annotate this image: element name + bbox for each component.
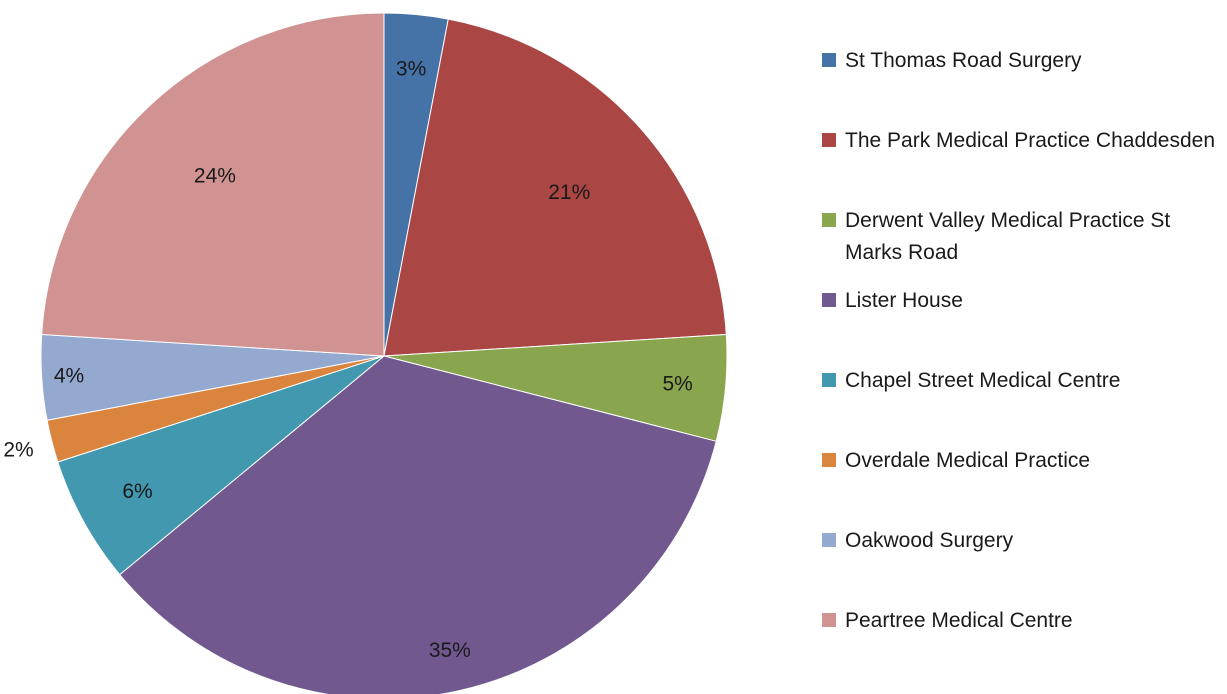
slice-value-label: 24% (194, 164, 236, 187)
legend-swatch (822, 373, 836, 387)
legend-swatch (822, 213, 836, 227)
legend-swatch (822, 53, 836, 67)
legend-swatch (822, 293, 836, 307)
legend-item: Chapel Street Medical Centre (822, 367, 1225, 397)
legend-swatch (822, 133, 836, 147)
pie-slice-5 (57, 355, 385, 576)
pie-plot: 3% 21% 5% 35% 6% 2% 4% 24% (3, 12, 728, 694)
slice-value-label: 21% (548, 181, 590, 204)
chart-legend: St Thomas Road Surgery The Park Medical P… (822, 0, 1227, 694)
legend-swatch (822, 613, 836, 627)
pie-slice-2 (383, 18, 727, 357)
pie-slice-4 (119, 355, 717, 694)
legend-label: Overdale Medical Practice (845, 449, 1091, 472)
legend-item: Lister House (822, 287, 1225, 317)
legend-swatch (822, 453, 836, 467)
legend-item: Oakwood Surgery (822, 527, 1225, 557)
legend-item: Derwent Valley Medical Practice St Marks… (822, 207, 1225, 269)
slice-value-label: 3% (396, 58, 426, 81)
slice-value-label: 6% (122, 480, 152, 503)
legend-item: Peartree Medical Centre (822, 607, 1225, 637)
legend-label: Peartree Medical Centre (845, 609, 1073, 632)
legend-label: Oakwood Surgery (845, 529, 1014, 552)
legend-item: St Thomas Road Surgery (822, 47, 1225, 77)
slice-value-label: 2% (3, 438, 33, 461)
legend-label: Chapel Street Medical Centre (845, 369, 1121, 392)
legend-label: The Park Medical Practice Chaddesden (845, 129, 1216, 152)
legend-item: Overdale Medical Practice (822, 447, 1225, 477)
slice-value-label: 5% (662, 372, 692, 395)
legend-label: Derwent Valley Medical Practice St Marks… (845, 209, 1171, 264)
slice-value-label: 35% (429, 639, 471, 662)
legend-label: Lister House (845, 289, 963, 312)
pie-slice-8 (41, 12, 385, 357)
legend-item: The Park Medical Practice Chaddesden (822, 127, 1225, 157)
legend-swatch (822, 533, 836, 547)
slice-value-label: 4% (54, 364, 84, 387)
legend-label: St Thomas Road Surgery (845, 49, 1082, 72)
